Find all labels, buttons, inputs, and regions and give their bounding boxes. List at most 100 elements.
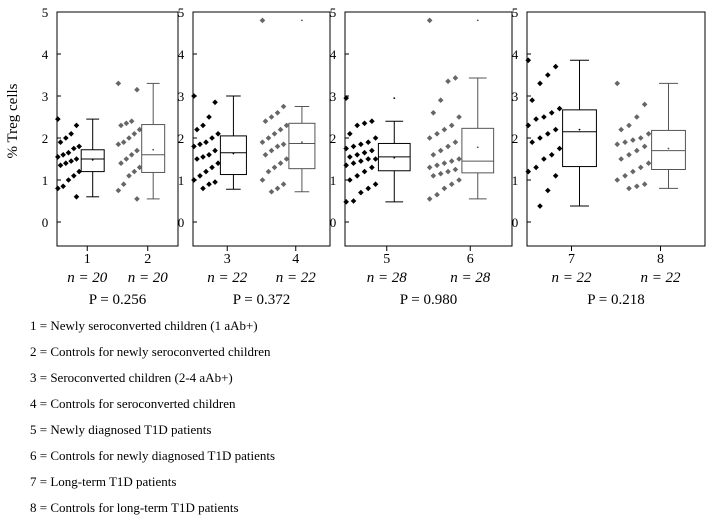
data-point-7-16 xyxy=(541,156,547,162)
data-point-3-19 xyxy=(212,179,218,185)
y-tick-label-2-4: 4 xyxy=(178,47,185,62)
data-point-5-13 xyxy=(347,154,353,160)
y-tick-label-1-4: 4 xyxy=(42,47,49,62)
data-point-7-20 xyxy=(545,187,551,194)
data-point-5-9 xyxy=(343,145,349,152)
data-point-2-15 xyxy=(131,168,138,175)
y-tick-label-4-0: 0 xyxy=(512,215,519,230)
x-tick-label-3: 3 xyxy=(224,252,231,267)
data-point-4-10 xyxy=(280,141,287,148)
data-point-2-19 xyxy=(134,196,140,202)
data-point-3-14 xyxy=(215,160,221,166)
data-point-4-5 xyxy=(283,122,290,129)
data-point-5-16 xyxy=(358,158,364,164)
n-label-7: n = 22 xyxy=(551,270,592,286)
data-point-3-21 xyxy=(200,185,206,192)
x-tick-label-6: 6 xyxy=(467,252,474,267)
p-value-4: P = 0.218 xyxy=(587,292,645,308)
n-label-3: n = 22 xyxy=(207,270,248,286)
panel-frame-3 xyxy=(344,11,513,247)
data-point-1-16 xyxy=(65,177,72,183)
data-point-6-0 xyxy=(426,17,433,24)
data-point-8-20 xyxy=(634,183,640,190)
y-axis-label: % Treg cells xyxy=(5,83,21,158)
data-point-7-3 xyxy=(537,80,543,87)
y-tick-label-2-0: 0 xyxy=(178,215,185,230)
data-point-3-2 xyxy=(206,114,212,120)
data-point-3-13 xyxy=(194,156,200,162)
data-point-6-12 xyxy=(437,147,444,154)
data-point-2-16 xyxy=(126,173,132,179)
data-point-2-10 xyxy=(134,147,140,154)
data-point-3-15 xyxy=(209,164,215,171)
data-point-5-5 xyxy=(372,135,379,141)
data-point-8-18 xyxy=(614,177,621,183)
data-point-3-5 xyxy=(215,131,221,137)
data-point-2-18 xyxy=(115,187,122,194)
data-point-4-11 xyxy=(274,143,281,150)
data-point-6-27 xyxy=(426,196,433,202)
data-point-6-16 xyxy=(441,160,448,166)
data-point-8-9 xyxy=(614,141,621,148)
data-point-6-22 xyxy=(430,173,437,179)
data-point-7-5 xyxy=(556,105,563,112)
p-value-3: P = 0.980 xyxy=(400,292,458,308)
box-6 xyxy=(461,127,495,174)
y-tick-label-2-1: 1 xyxy=(178,173,185,188)
data-point-8-2 xyxy=(634,114,640,120)
p-value-1: P = 0.256 xyxy=(89,292,147,308)
data-point-7-0 xyxy=(525,57,532,64)
data-point-2-1 xyxy=(134,86,140,93)
mean-marker-8 xyxy=(667,147,670,150)
data-point-4-1 xyxy=(280,103,287,110)
data-point-4-13 xyxy=(262,152,269,158)
data-point-5-22 xyxy=(347,177,353,183)
data-point-1-1 xyxy=(73,122,80,129)
data-point-7-14 xyxy=(556,145,563,152)
data-point-3-1 xyxy=(212,99,218,106)
data-point-8-16 xyxy=(630,168,636,175)
data-point-1-10 xyxy=(73,156,80,162)
y-tick-label-1-2: 2 xyxy=(42,131,49,146)
outlier-5-0 xyxy=(393,97,396,99)
data-point-3-12 xyxy=(200,154,206,160)
data-point-2-8 xyxy=(120,139,127,145)
data-point-3-3 xyxy=(200,122,206,129)
data-point-4-21 xyxy=(268,188,275,195)
outlier-4-0 xyxy=(301,19,303,22)
data-point-6-15 xyxy=(448,158,455,164)
data-point-5-26 xyxy=(350,198,357,204)
y-tick-label-1-1: 1 xyxy=(42,173,49,188)
data-point-7-21 xyxy=(537,203,543,209)
data-point-1-19 xyxy=(73,194,80,200)
data-point-7-1 xyxy=(552,63,559,70)
y-tick-label-3-3: 3 xyxy=(330,89,337,104)
data-point-5-6 xyxy=(365,139,372,145)
data-point-2-0 xyxy=(115,80,122,87)
mean-marker-4 xyxy=(301,141,303,144)
data-point-8-13 xyxy=(618,156,624,162)
data-point-6-20 xyxy=(445,168,451,175)
y-tick-label-4-4: 4 xyxy=(512,47,519,62)
data-point-6-8 xyxy=(434,131,440,137)
box-4 xyxy=(288,122,316,170)
data-point-8-8 xyxy=(622,139,628,145)
y-tick-label-3-5: 5 xyxy=(330,5,337,20)
data-point-2-3 xyxy=(123,120,130,127)
data-point-8-10 xyxy=(641,143,648,150)
data-point-8-17 xyxy=(622,173,628,179)
data-point-6-10 xyxy=(452,139,459,145)
data-point-7-10 xyxy=(552,126,559,133)
data-point-7-8 xyxy=(533,116,539,122)
data-point-5-4 xyxy=(347,131,353,137)
legend-item-5: 5 = Newly diagnosed T1D patients xyxy=(30,422,212,437)
data-point-2-12 xyxy=(123,156,130,162)
data-point-3-17 xyxy=(197,173,203,179)
y-tick-label-3-2: 2 xyxy=(330,131,337,146)
data-point-3-0 xyxy=(191,93,197,99)
data-point-7-11 xyxy=(545,131,551,137)
data-point-6-24 xyxy=(448,181,455,187)
data-point-3-7 xyxy=(203,139,209,145)
data-point-6-18 xyxy=(426,164,433,171)
data-point-6-7 xyxy=(441,126,448,133)
